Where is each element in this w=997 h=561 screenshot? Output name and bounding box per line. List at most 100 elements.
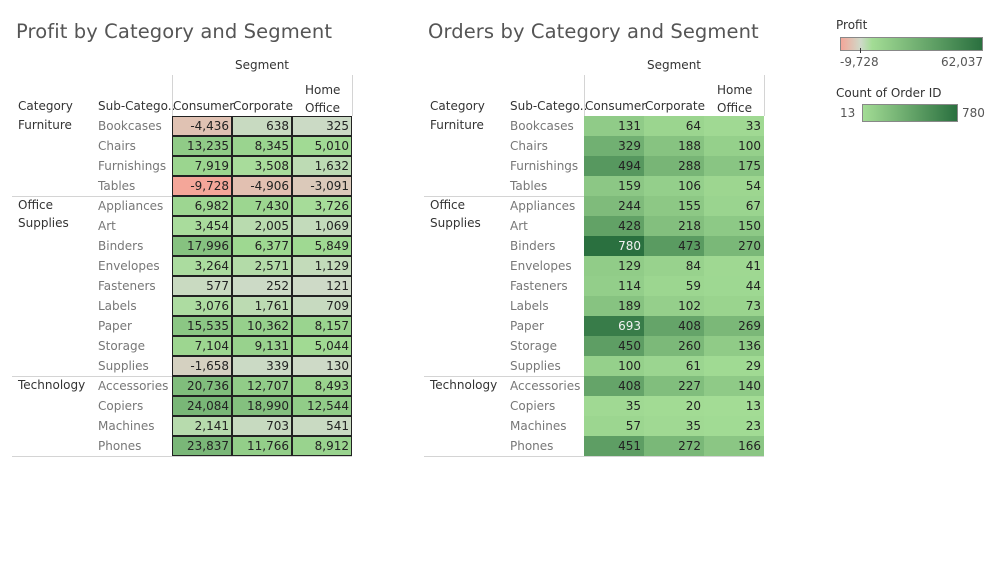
profit-legend-min: -9,728 [840, 55, 879, 69]
orders-cell: 450 [584, 336, 644, 356]
profit-cell: 703 [232, 416, 292, 436]
orders-chart-title: Orders by Category and Segment [428, 20, 759, 43]
orders-cell: 84 [644, 256, 704, 276]
profit-cell: 24,084 [172, 396, 232, 416]
profit-cell: 1,761 [232, 296, 292, 316]
orders-cell: 451 [584, 436, 644, 456]
profit-cell: 3,264 [172, 256, 232, 276]
orders-cell: 44 [704, 276, 764, 296]
profit-cell: 18,990 [232, 396, 292, 416]
profit-category-label: Furniture [18, 118, 72, 132]
orders-cell: 20 [644, 396, 704, 416]
orders-col-header-consumer: Consumer [585, 99, 647, 113]
orders-subcategory-label: Supplies [510, 359, 561, 373]
orders-cell: 780 [584, 236, 644, 256]
orders-cell: 150 [704, 216, 764, 236]
profit-cell: 130 [292, 356, 352, 376]
profit-col-header-consumer: Consumer [173, 99, 235, 113]
orders-legend-title: Count of Order ID [836, 86, 942, 100]
orders-cell: 102 [644, 296, 704, 316]
orders-cell: 100 [584, 356, 644, 376]
orders-cell: 54 [704, 176, 764, 196]
orders-category-label: Technology [430, 378, 498, 392]
orders-legend-min: 13 [840, 106, 856, 120]
orders-cell: 288 [644, 156, 704, 176]
profit-cell: 11,766 [232, 436, 292, 456]
profit-cell: 6,377 [232, 236, 292, 256]
profit-legend-max: 62,037 [941, 55, 983, 69]
profit-cell: 252 [232, 276, 292, 296]
profit-cell: 541 [292, 416, 352, 436]
orders-cell: 260 [644, 336, 704, 356]
profit-subcategory-label: Accessories [98, 379, 169, 393]
profit-subcategory-label: Machines [98, 419, 155, 433]
orders-cell: 29 [704, 356, 764, 376]
profit-col-header-corporate: Corporate [233, 99, 293, 113]
orders-cell: 23 [704, 416, 764, 436]
orders-category-label: Furniture [430, 118, 484, 132]
profit-column-header: Segment [235, 58, 289, 72]
orders-cell: 129 [584, 256, 644, 276]
profit-cell: -9,728 [172, 176, 232, 196]
orders-header-divider-left [584, 75, 585, 116]
orders-cell: 408 [644, 316, 704, 336]
orders-cell: 428 [584, 216, 644, 236]
orders-subcategory-label: Copiers [510, 399, 556, 413]
profit-cell: 9,131 [232, 336, 292, 356]
orders-header-divider-right [764, 75, 765, 116]
orders-subcategory-label: Accessories [510, 379, 581, 393]
profit-bottom-line [12, 456, 352, 457]
orders-subcategory-label: Storage [510, 339, 557, 353]
orders-cell: 473 [644, 236, 704, 256]
profit-cell: 13,235 [172, 136, 232, 156]
profit-subcategory-label: Labels [98, 299, 137, 313]
profit-cell: 7,919 [172, 156, 232, 176]
profit-legend-gradient [840, 37, 983, 51]
orders-cell: 73 [704, 296, 764, 316]
orders-cell: 269 [704, 316, 764, 336]
orders-cell: 227 [644, 376, 704, 396]
profit-cell: 2,571 [232, 256, 292, 276]
profit-cell: 1,069 [292, 216, 352, 236]
orders-cell: 33 [704, 116, 764, 136]
profit-chart-title: Profit by Category and Segment [16, 20, 333, 43]
profit-subcategory-label: Art [98, 219, 116, 233]
orders-bottom-line [424, 456, 764, 457]
orders-cell: 189 [584, 296, 644, 316]
profit-cell: 15,535 [172, 316, 232, 336]
profit-subcategory-label: Paper [98, 319, 132, 333]
orders-subcategory-label: Binders [510, 239, 556, 253]
orders-subcategory-label: Art [510, 219, 528, 233]
profit-cell: -4,436 [172, 116, 232, 136]
profit-cell: 17,996 [172, 236, 232, 256]
orders-subcategory-label: Envelopes [510, 259, 572, 273]
orders-cell: 218 [644, 216, 704, 236]
orders-cell: 41 [704, 256, 764, 276]
profit-subcategory-label: Binders [98, 239, 144, 253]
profit-subcategory-label: Bookcases [98, 119, 162, 133]
profit-cell: 5,010 [292, 136, 352, 156]
profit-cell: 3,454 [172, 216, 232, 236]
orders-cell: 61 [644, 356, 704, 376]
orders-cell: 59 [644, 276, 704, 296]
orders-subcategory-label: Chairs [510, 139, 548, 153]
orders-category-label: Office Supplies [430, 198, 481, 230]
orders-cell: 244 [584, 196, 644, 216]
orders-cell: 131 [584, 116, 644, 136]
profit-row-header-subcategory: Sub-Catego.. [98, 99, 176, 113]
profit-row-header-category: Category [18, 99, 73, 113]
profit-category-label: Technology [18, 378, 86, 392]
orders-cell: 270 [704, 236, 764, 256]
orders-cell: 100 [704, 136, 764, 156]
profit-cell: 6,982 [172, 196, 232, 216]
profit-cell: -4,906 [232, 176, 292, 196]
profit-subcategory-label: Supplies [98, 359, 149, 373]
orders-cell: 35 [644, 416, 704, 436]
orders-subcategory-label: Labels [510, 299, 549, 313]
orders-subcategory-label: Furnishings [510, 159, 579, 173]
profit-cell: 12,707 [232, 376, 292, 396]
profit-category-label: Office Supplies [18, 198, 69, 230]
profit-cell: 709 [292, 296, 352, 316]
profit-cell: 325 [292, 116, 352, 136]
orders-subcategory-label: Bookcases [510, 119, 574, 133]
